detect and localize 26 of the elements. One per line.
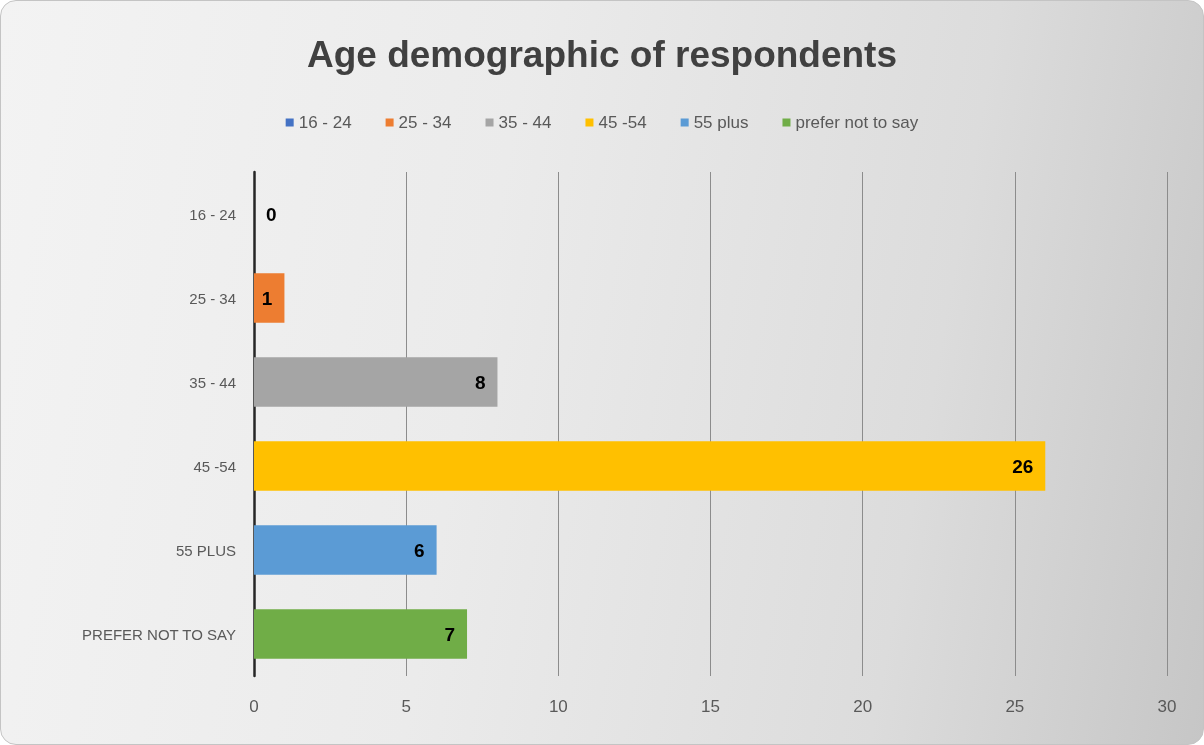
y-tick-label: 55 PLUS: [175, 541, 236, 559]
chart-title: Age demographic of respondents: [306, 34, 898, 75]
x-tick-label: 0: [249, 697, 259, 716]
data-label: 8: [474, 371, 486, 393]
y-tick-label: PREFER NOT TO SAY: [82, 625, 236, 643]
x-tick-label: 15: [701, 697, 720, 716]
legend-label: 55 plus: [693, 113, 749, 132]
x-tick-label: 10: [548, 697, 568, 716]
x-tick-label: 30: [1157, 697, 1177, 716]
y-tick-label: 45 -54: [193, 457, 236, 475]
x-tick-label: 5: [401, 697, 411, 716]
y-tick-label: 16 - 24: [189, 205, 236, 223]
legend-label: 35 - 44: [498, 113, 552, 132]
data-label: 1: [261, 287, 273, 309]
legend-label: prefer not to say: [795, 113, 919, 132]
y-tick-label: 25 - 34: [189, 289, 236, 307]
data-label: 26: [1012, 455, 1034, 477]
legend-label: 16 - 24: [298, 113, 352, 132]
legend-label: 25 - 34: [398, 113, 452, 132]
x-tick-label: 25: [1005, 697, 1025, 716]
data-label: 6: [414, 539, 425, 561]
legend-label: 45 -54: [598, 113, 647, 132]
y-tick-label: 35 - 44: [189, 373, 236, 391]
data-label: 0: [266, 203, 277, 225]
x-tick-label: 20: [853, 697, 873, 716]
data-label: 7: [444, 623, 456, 645]
